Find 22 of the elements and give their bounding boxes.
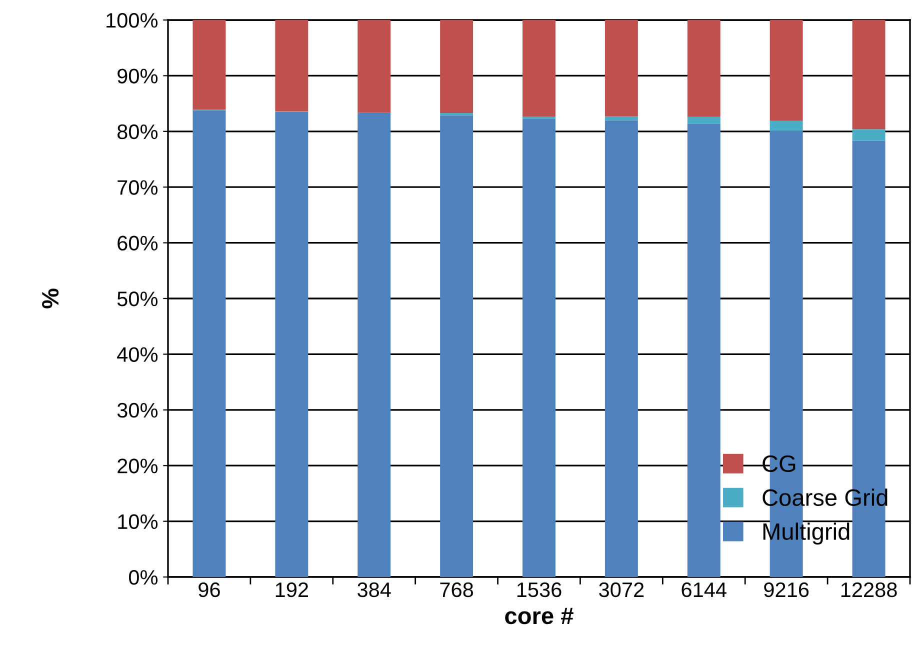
y-axis-title: % [42,288,59,308]
y-tick-label: 80% [117,124,158,140]
y-tick-label: 90% [118,68,158,84]
x-tick-label: 192 [276,582,308,598]
x-tick-label: 1536 [517,582,562,598]
y-tick-label: 10% [118,514,158,530]
x-tick-label: 12288 [841,582,897,598]
x-tick-label: 6144 [682,582,726,598]
x-axis-title: core # [505,608,574,624]
x-tick-label: 9216 [764,582,809,598]
y-tick-label: 50% [117,292,158,306]
y-tick-label: 30% [117,402,158,418]
y-tick-label: 70% [118,180,158,195]
x-tick-label: 3072 [599,582,644,598]
y-tick-label: 100% [106,13,158,28]
x-tick-label: 96 [198,582,220,598]
x-tick-label: 768 [440,582,474,598]
y-tick-label: 20% [118,458,158,474]
y-tick-label: 0% [128,570,158,585]
y-tick-label: 40% [117,347,158,362]
x-tick-label: 384 [358,582,391,598]
y-tick-label: 60% [118,236,158,251]
